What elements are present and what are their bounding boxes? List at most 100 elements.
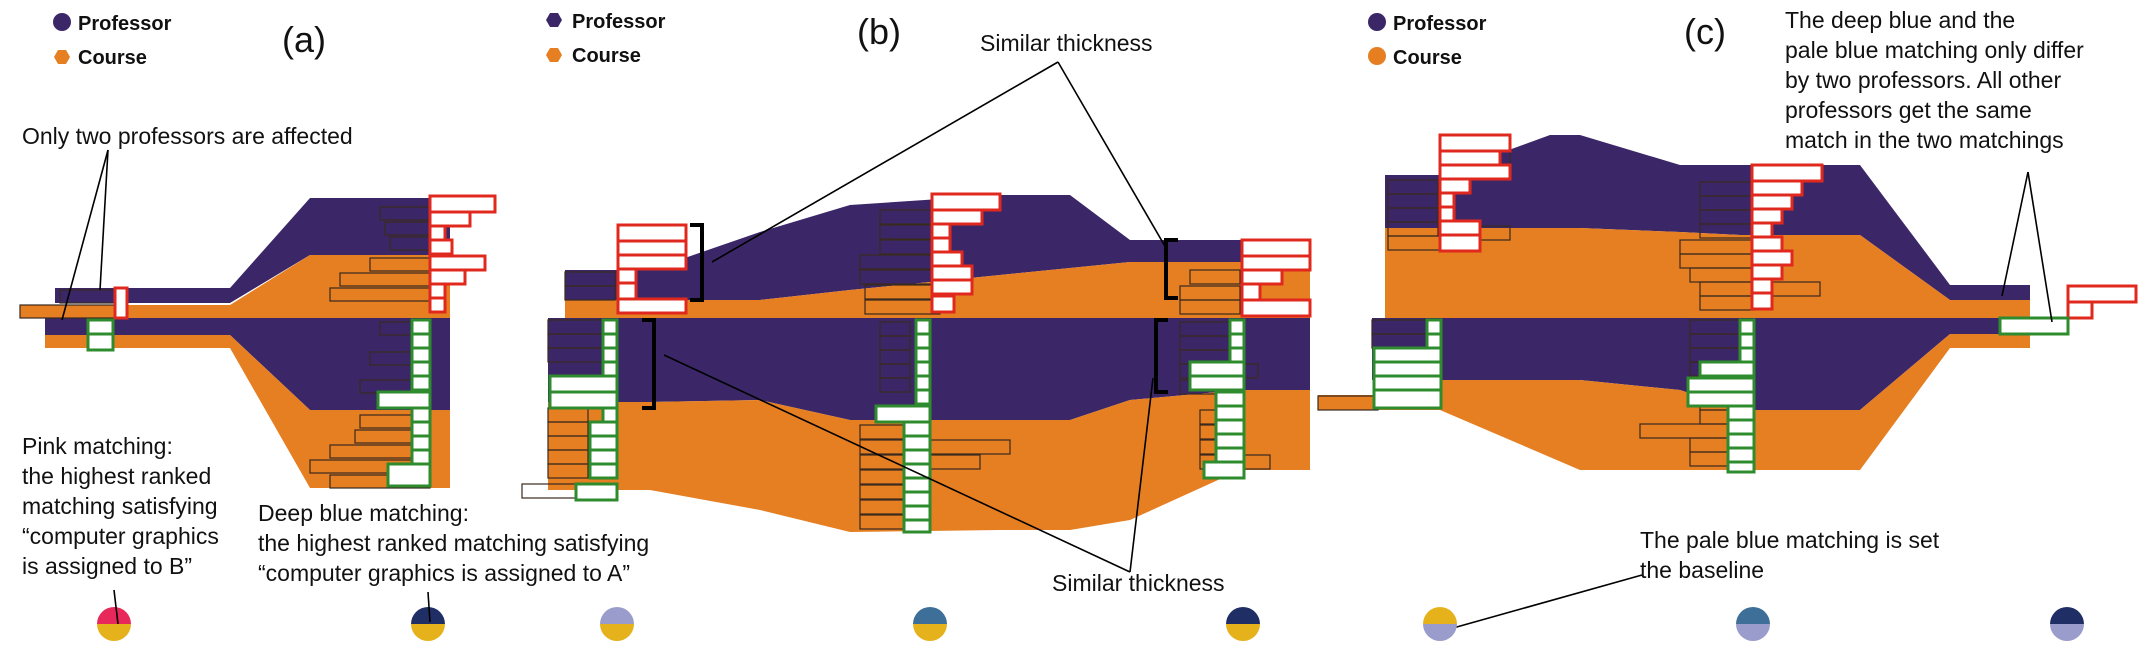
deep-blue-matching-box	[1726, 432, 1756, 450]
annotation-line: pale blue matching only differ	[1785, 37, 2084, 63]
pink-matching-box	[428, 282, 447, 300]
deep-blue-matching-box	[1214, 432, 1246, 450]
deep-blue-matching-box	[548, 374, 619, 394]
annotation-similar-thickness-bottom: Similar thickness	[1052, 570, 1225, 596]
course-legend-icon	[1368, 47, 1386, 65]
deep-blue-matching-box	[1726, 418, 1756, 436]
annotation-line: “computer graphics is assigned to A”	[258, 560, 630, 586]
deep-blue-matching-box	[1425, 318, 1443, 336]
glyph-top-half	[1226, 607, 1260, 624]
deep-blue-matching-box	[601, 406, 619, 424]
deep-blue-matching-box	[1425, 332, 1443, 350]
pink-matching-box	[1750, 291, 1774, 311]
deep-blue-matching-box	[86, 332, 115, 352]
pink-matching-box	[1438, 191, 1456, 209]
deep-blue-matching-box	[902, 420, 932, 438]
pink-matching-box	[1438, 219, 1482, 237]
legend-course-label: Course	[1393, 47, 1462, 69]
leader-line	[113, 589, 119, 625]
pink-matching-box	[1750, 179, 1804, 197]
deep-blue-matching-box	[1228, 346, 1246, 364]
pink-matching-box	[428, 194, 497, 214]
deep-blue-matching-box	[1214, 390, 1246, 408]
bar	[547, 463, 589, 479]
deep-blue-matching-box	[588, 448, 619, 466]
glyph-bottom-half	[97, 624, 131, 641]
deep-blue-matching-box	[914, 374, 932, 392]
pink-matching-box	[428, 224, 447, 242]
deep-blue-matching-box	[902, 434, 932, 452]
deep-blue-matching-box	[902, 448, 932, 466]
course-stream-bottom	[45, 335, 450, 488]
pink-matching-box	[930, 294, 956, 314]
pink-matching-box	[113, 286, 129, 320]
deep-blue-matching-box	[874, 404, 932, 424]
annotation-line: is assigned to B”	[22, 553, 192, 579]
deep-blue-matching-box	[1726, 446, 1756, 464]
deep-blue-matching-box	[410, 318, 432, 336]
panel-label-b: (b)	[857, 11, 901, 52]
deep-blue-matching-box	[1726, 460, 1756, 474]
annotation-pink-matching: Pink matching: the highest ranked matchi…	[22, 433, 219, 579]
leader-line	[1445, 574, 1643, 631]
leader-lines	[61, 61, 2053, 631]
pink-matching-box	[930, 222, 952, 240]
annotation-line: Pink matching:	[22, 433, 173, 459]
glyph-bottom-half	[1736, 624, 1770, 641]
professor-legend-icon	[53, 13, 71, 31]
deep-blue-matching-box	[914, 360, 932, 378]
bar	[1189, 269, 1241, 285]
glyph-bottom-half	[1226, 624, 1260, 641]
panel-label-c: (c)	[1684, 11, 1726, 52]
panel-label-a: (a)	[282, 19, 326, 60]
leader-line	[99, 149, 109, 291]
matching-glyph-pale-blue-baseline	[1423, 607, 1457, 641]
pink-matching-box	[1438, 177, 1472, 195]
deep-blue-matching-box	[914, 332, 932, 350]
deep-blue-matching-box	[410, 332, 432, 350]
annotation-line: the highest ranked matching satisfying	[258, 530, 649, 556]
deep-blue-matching-box	[1372, 346, 1443, 364]
glyph-top-half	[1736, 607, 1770, 624]
glyph-top-half	[913, 607, 947, 624]
deep-blue-matching-box	[410, 346, 432, 364]
legend-professor-label: Professor	[1393, 13, 1487, 35]
pink-matching-box	[930, 208, 984, 226]
pink-matching-box	[1750, 163, 1824, 183]
leader-line	[2001, 171, 2029, 297]
panel-c-streams	[1318, 135, 2030, 470]
deep-blue-matching-box	[601, 332, 619, 350]
matching-glyph-mid-blue	[913, 607, 947, 641]
deep-blue-matching-box	[902, 476, 932, 494]
annotation-line: match in the two matchings	[1785, 127, 2064, 153]
pink-matching-box	[1750, 249, 1794, 267]
annotation-deep-pale-differ: The deep blue and the pale blue matching…	[1785, 7, 2084, 153]
annotation-line: by two professors. All other	[1785, 67, 2061, 93]
deep-blue-matching-box	[410, 374, 432, 392]
pink-matching-box	[616, 223, 688, 243]
deep-blue-matching-box	[376, 390, 432, 410]
pink-matching-box	[930, 192, 1002, 212]
pink-matching-box	[1750, 263, 1784, 281]
pink-matching-box	[1438, 205, 1456, 223]
annotation-line: The pale blue matching is set	[1640, 527, 1940, 553]
pink-matching-box	[616, 297, 688, 315]
pink-matching-box	[1240, 254, 1312, 272]
pink-matching-box	[1438, 163, 1512, 181]
glyph-bottom-half	[2050, 624, 2084, 641]
pink-matching-box	[1438, 149, 1502, 167]
pink-matching-box	[1240, 298, 1312, 318]
deep-blue-matching-box	[86, 318, 115, 336]
matching-glyph-pink	[97, 607, 131, 641]
pink-matching-box	[1240, 268, 1284, 286]
leader-line	[2027, 171, 2053, 323]
pink-matching-box	[616, 267, 638, 285]
pink-matching-box	[616, 281, 638, 301]
annotation-line: matching satisfying	[22, 493, 218, 519]
pink-matching-box	[616, 253, 688, 271]
course-stream-bottom	[1318, 334, 2030, 470]
deep-blue-matching-box	[902, 462, 932, 480]
leader-line	[711, 61, 1059, 263]
panel-a-bars	[19, 194, 497, 489]
leader-line	[427, 591, 431, 623]
